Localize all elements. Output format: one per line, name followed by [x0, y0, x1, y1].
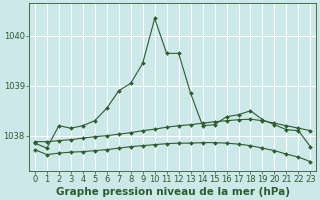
X-axis label: Graphe pression niveau de la mer (hPa): Graphe pression niveau de la mer (hPa): [56, 187, 290, 197]
